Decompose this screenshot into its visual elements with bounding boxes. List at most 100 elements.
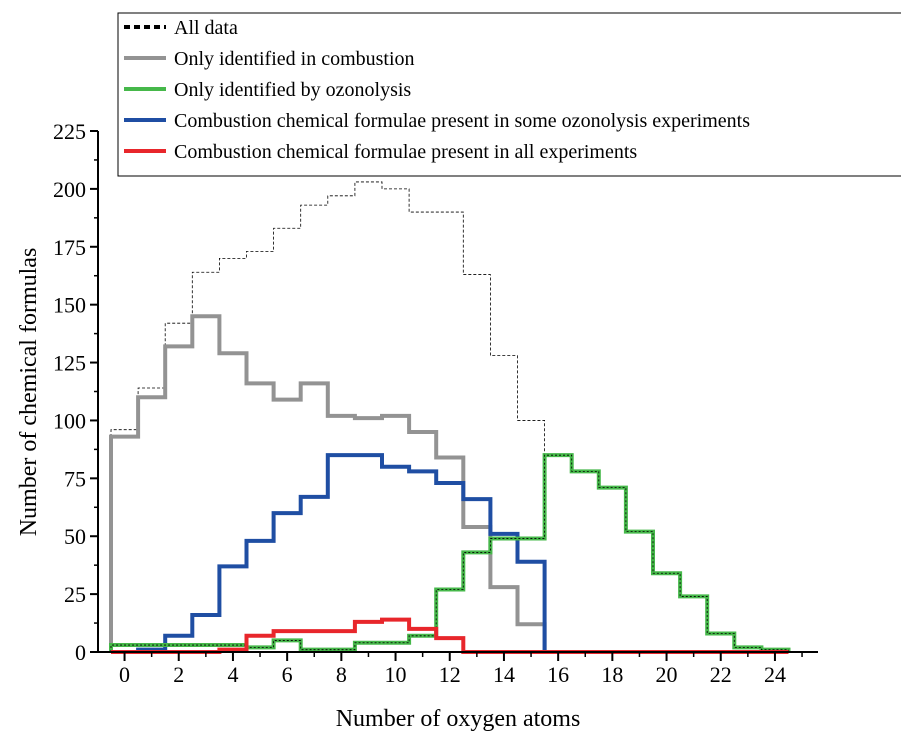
- x-tick-label: 6: [282, 662, 293, 687]
- bar-s1-x6: [274, 400, 301, 652]
- y-tick-label: 125: [53, 351, 86, 376]
- series-layer: [109, 181, 791, 654]
- bar-s1-x0: [111, 437, 138, 652]
- y-tick-label: 25: [64, 582, 86, 607]
- bar-s0-x21: [680, 596, 707, 652]
- y-tick-label: 200: [53, 177, 86, 202]
- bar-s0-x17: [572, 471, 599, 652]
- bar-s0-x15: [518, 420, 545, 652]
- bar-s0-x13: [463, 275, 490, 652]
- bar-s1-x13: [463, 527, 490, 652]
- y-tick-label: 175: [53, 235, 86, 260]
- legend-label-2: Only identified by ozonolysis: [174, 79, 411, 101]
- bar-s0-x16: [545, 455, 572, 652]
- series-line-0: [110, 181, 789, 652]
- bar-s1-x7: [301, 383, 328, 652]
- bar-s0-x14: [490, 356, 517, 652]
- series-line-4: [111, 617, 789, 654]
- bar-s1-x14: [490, 587, 517, 652]
- x-tick-label: 0: [119, 662, 130, 687]
- bar-s0-x0: [111, 430, 138, 652]
- x-tick-label: 18: [601, 662, 623, 687]
- bar-s3-x7: [301, 497, 328, 652]
- bar-s2-x17: [572, 471, 599, 652]
- bar-s3-x14: [490, 534, 517, 652]
- x-tick-label: 12: [439, 662, 461, 687]
- x-tick-label: 4: [227, 662, 238, 687]
- bar-s1-x1: [138, 397, 165, 652]
- bar-s0-x18: [599, 488, 626, 652]
- bar-s3-x10: [382, 467, 409, 652]
- x-tick-label: 22: [710, 662, 732, 687]
- x-axis-label: Number of oxygen atoms: [336, 706, 581, 732]
- bar-s0-x7: [301, 205, 328, 652]
- bar-s0-x20: [653, 573, 680, 652]
- x-tick-label: 20: [656, 662, 678, 687]
- y-tick-label: 50: [64, 524, 86, 549]
- series-outline-2: [110, 454, 789, 652]
- legend-label-3: Combustion chemical formulae present in …: [174, 110, 750, 132]
- bar-s4-x12: [436, 638, 463, 652]
- y-tick-label: 0: [75, 640, 86, 665]
- y-axis-label: Number of chemical formulas: [16, 248, 42, 537]
- x-tick-label: 2: [173, 662, 184, 687]
- bar-s2-x12: [436, 589, 463, 652]
- bar-s4-x9: [355, 622, 382, 652]
- bar-s2-x13: [463, 552, 490, 652]
- bar-s1-x2: [165, 346, 192, 652]
- x-tick-label: 14: [493, 662, 515, 687]
- bar-s0-x1: [138, 388, 165, 652]
- axes-layer: [97, 131, 818, 653]
- bar-s0-x4: [219, 258, 246, 652]
- bar-s2-x16: [545, 455, 572, 652]
- bar-s0-x19: [626, 532, 653, 652]
- x-tick-label: 8: [336, 662, 347, 687]
- bar-s3-x12: [436, 483, 463, 652]
- bar-s1-x4: [219, 353, 246, 652]
- bar-s1-x11: [409, 432, 436, 652]
- bar-s3-x4: [219, 566, 246, 652]
- bar-s1-x12: [436, 457, 463, 652]
- legend: All data Only identified in combustion Onl…: [117, 12, 901, 177]
- bar-s4-x10: [382, 620, 409, 652]
- bar-s0-x8: [328, 196, 355, 652]
- bar-s1-x8: [328, 416, 355, 652]
- x-tick-label: 24: [764, 662, 786, 687]
- legend-label-4: Combustion chemical formulae present in …: [174, 141, 637, 163]
- bar-s4-x5: [247, 636, 274, 652]
- y-tick-label: 225: [53, 119, 86, 144]
- bar-s3-x13: [463, 499, 490, 652]
- bar-s4-x11: [409, 629, 436, 652]
- bar-s2-x21: [680, 596, 707, 652]
- bar-s2-x22: [707, 633, 734, 652]
- x-tick-label: 16: [547, 662, 569, 687]
- bar-s2-x18: [599, 488, 626, 652]
- bar-s1-x5: [247, 383, 274, 652]
- bar-s1-x3: [192, 316, 219, 652]
- bar-s0-x2: [165, 323, 192, 652]
- bar-s0-x3: [192, 272, 219, 652]
- legend-label-0: All data: [174, 17, 238, 39]
- bar-s3-x15: [518, 562, 545, 652]
- bar-s0-x12: [436, 212, 463, 652]
- bar-s0-x10: [382, 189, 409, 652]
- bar-s3-x8: [328, 455, 355, 652]
- x-tick-label: 10: [385, 662, 407, 687]
- bar-s2-x19: [626, 532, 653, 652]
- bar-s2-x20: [653, 573, 680, 652]
- bar-s0-x6: [274, 228, 301, 652]
- bar-s2-x14: [490, 539, 517, 652]
- bar-s2-x15: [518, 539, 545, 652]
- series-line-3: [111, 453, 789, 654]
- bar-s3-x11: [409, 471, 436, 652]
- bar-s2-x11: [409, 636, 436, 652]
- y-tick-label: 150: [53, 293, 86, 318]
- bar-s1-x10: [382, 416, 409, 652]
- bar-s1-x15: [518, 624, 545, 652]
- y-tick-label: 100: [53, 408, 86, 433]
- bar-s0-x22: [707, 633, 734, 652]
- y-tick-label: 75: [64, 466, 86, 491]
- legend-frame: [117, 12, 901, 177]
